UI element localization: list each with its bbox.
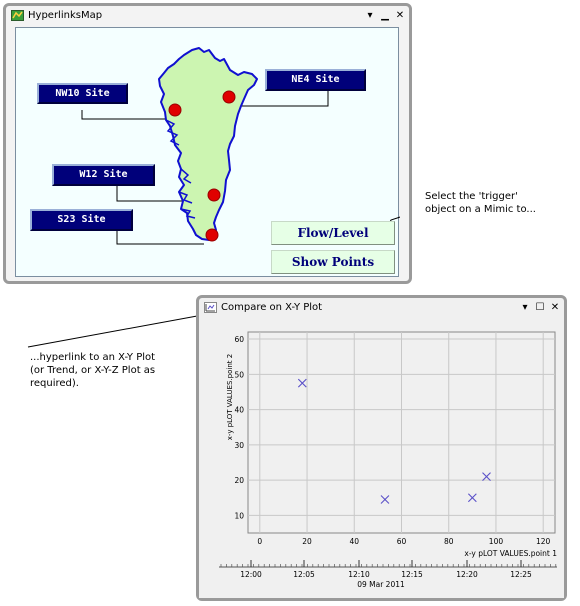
hyperlinks-map-window: HyperlinksMap ▾ ▁ ✕ <box>3 3 412 284</box>
map-window-icon <box>11 10 24 21</box>
point-stroke <box>380 495 390 504</box>
y-tick-label: 10 <box>234 511 244 520</box>
map-canvas: NW10 Site NE4 Site W12 Site S23 Site Flo… <box>15 27 400 277</box>
leader-line-w12 <box>116 186 203 202</box>
y-axis-ticks: 10 20 30 40 50 60 <box>234 335 244 520</box>
data-point <box>297 378 307 388</box>
point-stroke <box>467 493 477 503</box>
xy-plot-window: Compare on X-Y Plot ▾ ☐ ✕ 0 20 40 60 80 100 12… <box>196 295 567 601</box>
show-points-button[interactable]: Show Points <box>271 250 395 274</box>
time-tick-label: 12:25 <box>510 570 532 579</box>
plot-window-title: Compare on X-Y Plot <box>221 302 323 313</box>
minimize-icon[interactable]: ▁ <box>381 10 389 21</box>
dropdown-icon[interactable]: ▾ <box>367 10 373 21</box>
site-marker-s23[interactable] <box>205 228 219 242</box>
point-stroke <box>482 472 491 481</box>
time-tick-label: 12:20 <box>456 570 478 579</box>
site-label-s23[interactable]: S23 Site <box>30 209 133 231</box>
dropdown-icon[interactable]: ▾ <box>522 302 528 313</box>
map-window-titlebar: HyperlinksMap ▾ ▁ ✕ <box>6 6 409 26</box>
site-marker-ne4[interactable] <box>222 90 236 104</box>
close-icon[interactable]: ✕ <box>395 10 405 21</box>
time-tick-label: 12:05 <box>293 570 315 579</box>
close-icon[interactable]: ✕ <box>550 302 560 313</box>
leader-line-nw10 <box>81 110 165 120</box>
x-tick-label: 80 <box>444 537 454 546</box>
flow-level-button[interactable]: Flow/Level <box>271 221 395 245</box>
x-tick-label: 40 <box>349 537 359 546</box>
x-axis-label: x-y pLOT VALUES.point 1 <box>464 549 557 558</box>
annotation-hyperlink: ...hyperlink to an X-Y Plot (or Trend, o… <box>30 351 195 390</box>
site-label-nw10[interactable]: NW10 Site <box>37 83 128 104</box>
time-tick-label: 12:00 <box>240 570 262 579</box>
data-point <box>380 495 390 504</box>
leader-line-s23 <box>116 231 204 245</box>
x-tick-label: 20 <box>302 537 312 546</box>
time-tick-label: 12:15 <box>401 570 423 579</box>
plot-window-titlebar: Compare on X-Y Plot ▾ ☐ ✕ <box>199 298 564 318</box>
x-tick-label: 120 <box>536 537 551 546</box>
site-label-ne4[interactable]: NE4 Site <box>265 69 366 91</box>
x-tick-label: 60 <box>397 537 407 546</box>
y-tick-label: 30 <box>234 441 244 450</box>
plot-points <box>297 378 491 504</box>
data-point <box>482 472 491 481</box>
x-tick-label: 100 <box>489 537 504 546</box>
x-axis-ticks: 0 20 40 60 80 100 120 <box>257 537 550 546</box>
y-axis-label: x-y pLOT VALUES.point 2 <box>226 354 234 440</box>
y-tick-label: 50 <box>234 370 244 379</box>
time-axis-date: 09 Mar 2011 <box>357 580 405 589</box>
leader-lines <box>81 85 400 245</box>
site-marker-w12[interactable] <box>207 188 221 202</box>
annotation-line: Select the 'trigger' <box>425 191 518 202</box>
map-window-title: HyperlinksMap <box>28 10 103 21</box>
rivers <box>165 119 196 219</box>
plot-window-icon <box>204 302 217 313</box>
point-stroke <box>297 378 307 388</box>
annotation-line: required). <box>30 378 79 389</box>
annotation-line: object on a Mimic to... <box>425 204 536 215</box>
site-marker-nw10[interactable] <box>168 103 182 117</box>
y-tick-label: 60 <box>234 335 244 344</box>
annotation-line: ...hyperlink to an X-Y Plot <box>30 352 156 363</box>
x-tick-label: 0 <box>257 537 262 546</box>
region-landmass <box>158 47 258 241</box>
map-drawing <box>81 47 400 245</box>
data-point <box>467 493 477 503</box>
annotation-line: (or Trend, or X-Y-Z Plot as <box>30 365 156 376</box>
y-tick-label: 20 <box>234 476 244 485</box>
annotation-select-trigger: Select the 'trigger' object on a Mimic t… <box>425 190 575 216</box>
y-tick-label: 40 <box>234 406 244 415</box>
time-axis: 12:00 12:05 12:10 12:15 12:20 12:25 <box>219 560 557 579</box>
site-label-w12[interactable]: W12 Site <box>52 164 155 186</box>
maximize-icon[interactable]: ☐ <box>535 302 545 313</box>
plot-grid <box>247 331 556 534</box>
time-tick-label: 12:10 <box>348 570 370 579</box>
